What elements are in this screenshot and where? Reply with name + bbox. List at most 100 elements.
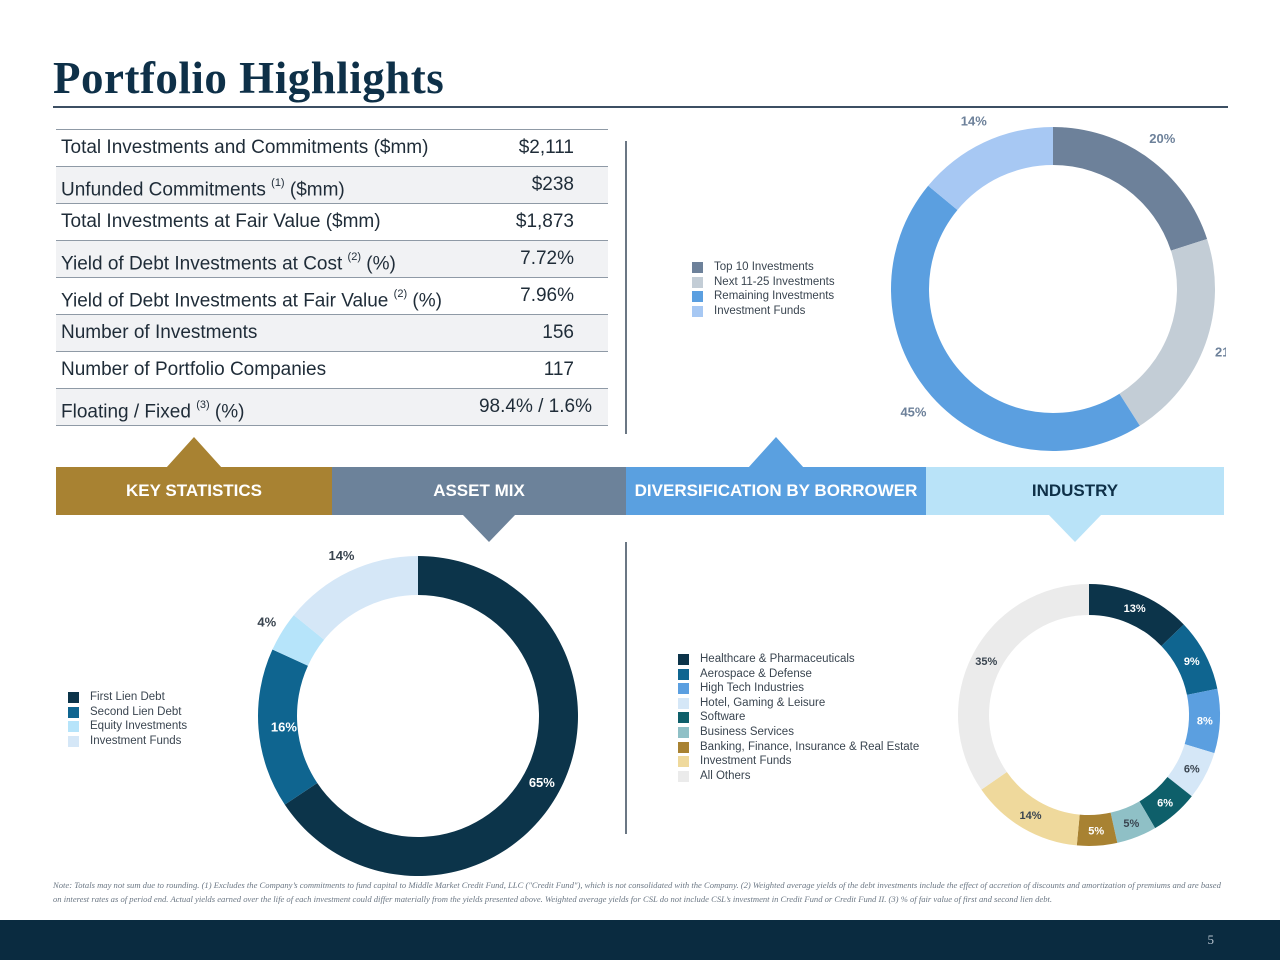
industry-donut-chart: 13% 9% 8% 6% 6% 5% 5% 14% 35%	[958, 584, 1220, 846]
statistic-label-text: Floating / Fixed	[61, 401, 191, 423]
statistic-unit: (%)	[209, 401, 245, 423]
industry-slice-label: 8%	[1197, 715, 1213, 727]
statistic-label-text: Number of Investments	[61, 322, 258, 343]
statistic-value: $238	[531, 174, 574, 195]
asset_mix-slice	[293, 556, 418, 640]
legend-swatch	[68, 735, 79, 747]
legend-swatch	[678, 683, 689, 695]
statistic-label: Number of Investments	[61, 315, 257, 351]
statistic-row: Unfunded Commitments (1) ($mm) $238	[56, 166, 608, 203]
legend-swatch	[68, 706, 79, 718]
statistic-label: Yield of Debt Investments at Fair Value …	[61, 278, 442, 319]
statistic-row: Total Investments at Fair Value ($mm) $1,…	[56, 203, 608, 240]
footnote: Note: Totals may not sum due to rounding…	[53, 880, 1221, 904]
legend-label: Hotel, Gaming & Leisure	[700, 696, 826, 709]
statistic-value: 117	[543, 359, 574, 380]
legend-label: Banking, Finance, Insurance & Real Estat…	[700, 740, 920, 753]
industry-slice-label: 5%	[1123, 818, 1139, 830]
statistic-row: Number of Portfolio Companies 117	[56, 351, 608, 388]
industry-slice-label: 35%	[975, 656, 997, 668]
statistic-label-text: Number of Portfolio Companies	[61, 359, 327, 380]
legend-item: Investment Funds	[68, 734, 187, 749]
legend-swatch	[678, 741, 689, 753]
industry-slice-label: 9%	[1184, 656, 1200, 668]
legend-item: Investment Funds	[692, 304, 835, 319]
page-number: 5	[1207, 932, 1215, 947]
asset_mix-slice-label: 65%	[529, 775, 555, 790]
legend-swatch	[692, 291, 703, 303]
statistic-label: Unfunded Commitments (1) ($mm)	[61, 167, 345, 208]
legend-label: High Tech Industries	[700, 682, 804, 695]
statistic-label-text: Unfunded Commitments	[61, 179, 266, 201]
legend-item: Next 11-25 Investments	[692, 275, 835, 290]
statistic-value: 156	[542, 322, 574, 343]
legend-label: Investment Funds	[714, 304, 806, 317]
statistic-unit: (%)	[407, 290, 442, 312]
industry-slice	[1110, 801, 1156, 843]
statistic-label: Yield of Debt Investments at Cost (2) (%…	[61, 241, 396, 282]
asset-mix-pointer	[462, 514, 516, 542]
legend-swatch	[692, 305, 703, 317]
asset-mix-heading: ASSET MIX	[433, 481, 525, 500]
industry-slice-label: 6%	[1157, 797, 1173, 809]
legend-item: Aerospace & Defense	[678, 667, 919, 682]
legend-label: All Others	[700, 769, 751, 782]
legend-item: First Lien Debt	[68, 690, 187, 705]
legend-item: Second Lien Debt	[68, 705, 187, 720]
industry-legend: Healthcare & Pharmaceuticals Aerospace & …	[678, 652, 919, 783]
asset_mix-slice	[272, 615, 325, 666]
legend-label: Investment Funds	[90, 734, 182, 747]
diversification-legend: Top 10 Investments Next 11-25 Investments…	[692, 260, 835, 318]
diversification-slice-label: 14%	[961, 116, 987, 128]
legend-item: High Tech Industries	[678, 681, 919, 696]
legend-swatch	[678, 756, 689, 768]
industry-slice-label: 14%	[1019, 810, 1041, 822]
legend-label: Investment Funds	[700, 755, 792, 768]
statistic-value: $1,873	[515, 211, 574, 232]
asset_mix-slice-label: 14%	[328, 548, 354, 563]
industry-slice	[958, 584, 1089, 790]
statistic-value: $2,111	[518, 137, 574, 158]
legend-swatch	[678, 770, 689, 782]
statistic-label-text: Yield of Debt Investments at Cost	[61, 253, 343, 275]
statistic-unit: (%)	[361, 253, 396, 275]
statistic-label: Number of Portfolio Companies	[61, 352, 326, 388]
industry-slice	[1076, 812, 1118, 846]
industry-slice	[981, 772, 1080, 846]
industry-slice-label: 13%	[1124, 603, 1146, 615]
asset_mix-slice-label: 16%	[271, 720, 297, 735]
industry-slice-label: 5%	[1088, 826, 1104, 838]
legend-swatch	[692, 262, 703, 273]
statistic-value: 98.4% / 1.6%	[478, 396, 592, 417]
diversification-slice	[1119, 238, 1215, 426]
statistic-row: Yield of Debt Investments at Cost (2) (%…	[56, 240, 608, 277]
asset-mix-legend: First Lien Debt Second Lien Debt Equity In…	[68, 690, 187, 748]
statistic-footnote-ref: (2)	[347, 251, 361, 263]
diversification-band: DIVERSIFICATION BY BORROWER	[626, 467, 926, 515]
legend-label: Healthcare & Pharmaceuticals	[700, 653, 855, 665]
footer-bar: 5	[0, 920, 1280, 960]
industry-band: INDUSTRY	[926, 467, 1224, 515]
industry-heading: INDUSTRY	[1031, 481, 1119, 500]
legend-label: Software	[700, 711, 746, 724]
legend-label: Aerospace & Defense	[700, 667, 812, 680]
page-title: Portfolio Highlights	[53, 53, 445, 103]
legend-item: Investment Funds	[678, 754, 919, 769]
legend-item: Hotel, Gaming & Leisure	[678, 696, 919, 711]
key-statistics-heading: KEY STATISTICS	[125, 481, 263, 500]
legend-item: Healthcare & Pharmaceuticals	[678, 652, 919, 667]
statistic-row: Number of Investments 156	[56, 314, 608, 351]
diversification-slice	[928, 127, 1053, 210]
asset-mix-donut-chart: 65% 16% 4% 14%	[257, 548, 578, 876]
diversification-slice-label: 20%	[1149, 131, 1175, 146]
diversification-slice	[1053, 127, 1208, 251]
asset-mix-band: ASSET MIX	[332, 467, 626, 515]
statistic-label: Floating / Fixed (3) (%)	[61, 389, 244, 430]
title-rule	[53, 106, 1228, 108]
key-statistics-band: KEY STATISTICS	[56, 467, 332, 515]
industry-slice	[1089, 584, 1184, 646]
statistic-label: Total Investments at Fair Value ($mm)	[61, 204, 381, 240]
statistic-row: Yield of Debt Investments at Fair Value …	[56, 277, 608, 314]
statistic-footnote-ref: (3)	[196, 399, 210, 411]
industry-slice	[1167, 744, 1215, 797]
